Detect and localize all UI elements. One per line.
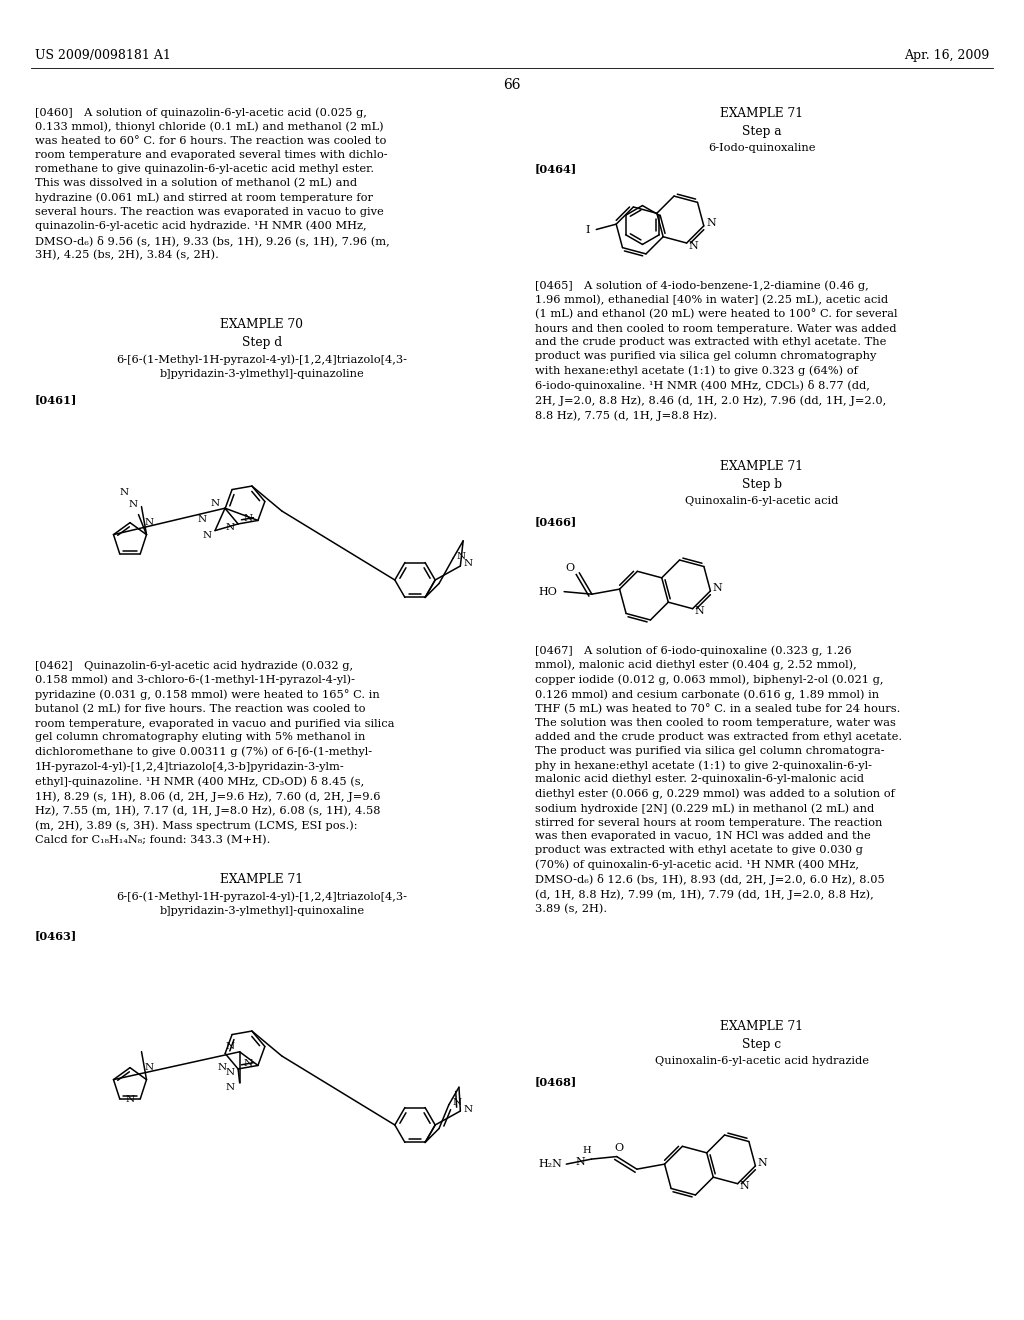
Text: Step a: Step a (742, 125, 781, 139)
Text: 6-Iodo-quinoxaline: 6-Iodo-quinoxaline (709, 143, 816, 153)
Text: EXAMPLE 71: EXAMPLE 71 (220, 873, 303, 886)
Text: N: N (225, 524, 234, 532)
Text: [0460] A solution of quinazolin-6-yl-acetic acid (0.025 g,
0.133 mmol), thionyl : [0460] A solution of quinazolin-6-yl-ace… (35, 107, 390, 260)
Text: Quinoxalin-6-yl-acetic acid hydrazide: Quinoxalin-6-yl-acetic acid hydrazide (655, 1056, 869, 1067)
Text: N: N (145, 1063, 154, 1072)
Text: N: N (689, 240, 698, 251)
Text: N: N (464, 560, 473, 569)
Text: N: N (713, 583, 723, 593)
Text: N: N (464, 1105, 473, 1114)
Text: N: N (225, 1043, 234, 1051)
Text: Quinoxalin-6-yl-acetic acid: Quinoxalin-6-yl-acetic acid (685, 496, 839, 506)
Text: N: N (145, 519, 154, 527)
Text: [0463]: [0463] (35, 931, 77, 941)
Text: O: O (565, 564, 574, 573)
Text: N: N (203, 531, 212, 540)
Text: I: I (585, 224, 590, 235)
Text: N: N (244, 1059, 253, 1068)
Text: [0468]: [0468] (535, 1076, 578, 1086)
Text: 6-[6-(1-Methyl-1H-pyrazol-4-yl)-[1,2,4]triazolo[4,3-
b]pyridazin-3-ylmethyl]-qui: 6-[6-(1-Methyl-1H-pyrazol-4-yl)-[1,2,4]t… (117, 891, 408, 916)
Text: [0466]: [0466] (535, 516, 578, 527)
Text: N: N (217, 1063, 226, 1072)
Text: N: N (225, 1068, 234, 1077)
Text: [0465] A solution of 4-iodo-benzene-1,2-diamine (0.46 g,
1.96 mmol), ethanedial : [0465] A solution of 4-iodo-benzene-1,2-… (535, 280, 897, 421)
Text: Step b: Step b (742, 478, 782, 491)
Text: HO: HO (539, 586, 557, 597)
Text: EXAMPLE 71: EXAMPLE 71 (721, 1020, 804, 1034)
Text: 6-[6-(1-Methyl-1H-pyrazol-4-yl)-[1,2,4]triazolo[4,3-
b]pyridazin-3-ylmethyl]-qui: 6-[6-(1-Methyl-1H-pyrazol-4-yl)-[1,2,4]t… (117, 354, 408, 379)
Text: US 2009/0098181 A1: US 2009/0098181 A1 (35, 49, 171, 62)
Text: N: N (758, 1158, 768, 1168)
Text: EXAMPLE 71: EXAMPLE 71 (721, 107, 804, 120)
Text: Step c: Step c (742, 1038, 781, 1051)
Text: N: N (198, 515, 207, 524)
Text: Step d: Step d (242, 337, 282, 348)
Text: [0464]: [0464] (535, 162, 578, 174)
Text: EXAMPLE 70: EXAMPLE 70 (220, 318, 303, 331)
Text: N: N (453, 1098, 462, 1107)
Text: N: N (211, 499, 219, 508)
Text: H: H (583, 1146, 591, 1155)
Text: N: N (695, 606, 705, 616)
Text: [0461]: [0461] (35, 393, 78, 405)
Text: N: N (244, 513, 253, 523)
Text: [0467] A solution of 6-iodo-quinoxaline (0.323 g, 1.26
mmol), malonic acid dieth: [0467] A solution of 6-iodo-quinoxaline … (535, 645, 902, 915)
Text: N: N (457, 552, 466, 561)
Text: 66: 66 (503, 78, 521, 92)
Text: N: N (707, 218, 716, 228)
Text: O: O (614, 1143, 624, 1152)
Text: EXAMPLE 71: EXAMPLE 71 (721, 459, 804, 473)
Text: N: N (740, 1181, 750, 1192)
Text: N: N (120, 488, 129, 498)
Text: N: N (126, 1094, 135, 1104)
Text: Apr. 16, 2009: Apr. 16, 2009 (904, 49, 989, 62)
Text: [0462] Quinazolin-6-yl-acetic acid hydrazide (0.032 g,
0.158 mmol) and 3-chloro-: [0462] Quinazolin-6-yl-acetic acid hydra… (35, 660, 394, 845)
Text: H₂N: H₂N (539, 1159, 562, 1170)
Text: N: N (225, 1084, 234, 1092)
Text: N: N (129, 500, 138, 510)
Text: N: N (575, 1156, 586, 1167)
